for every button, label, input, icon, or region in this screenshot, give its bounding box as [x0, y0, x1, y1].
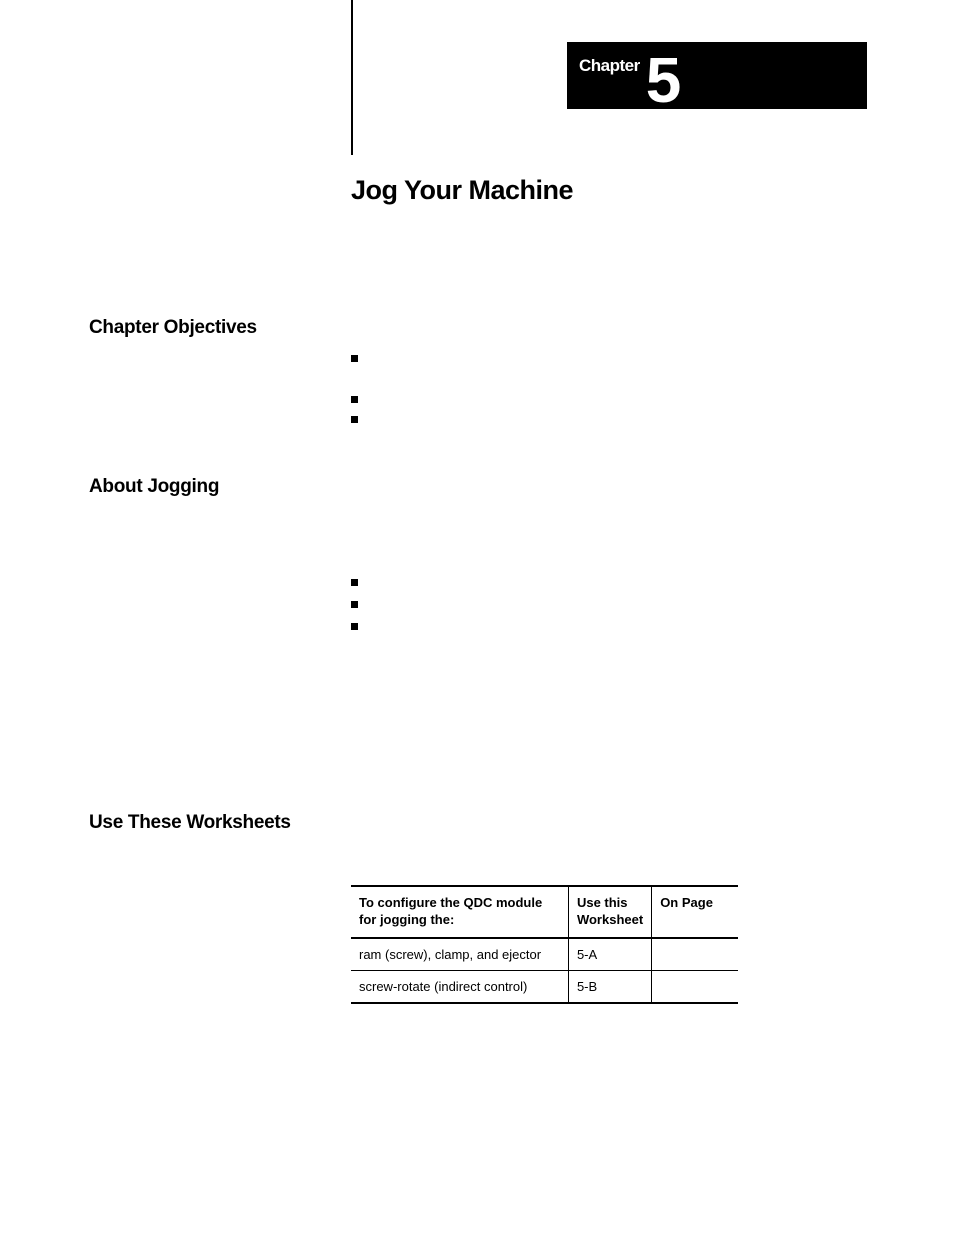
chapter-number: 5 — [646, 48, 682, 112]
table-header-worksheet: Use this Worksheet — [568, 886, 651, 938]
table-header-row: To configure the QDC module for jogging … — [351, 886, 738, 938]
bullet-icon — [351, 396, 358, 403]
table-cell-config: screw-rotate (indirect control) — [351, 970, 568, 1003]
section-heading-worksheets: Use These Worksheets — [89, 812, 291, 834]
vertical-divider — [351, 0, 353, 155]
table-cell-worksheet: 5-B — [568, 970, 651, 1003]
table-cell-worksheet: 5-A — [568, 938, 651, 971]
chapter-badge: Chapter 5 — [567, 42, 867, 109]
table-row: ram (screw), clamp, and ejector 5-A — [351, 938, 738, 971]
bullet-icon — [351, 579, 358, 586]
bullet-icon — [351, 355, 358, 362]
bullet-icon — [351, 623, 358, 630]
table-cell-config: ram (screw), clamp, and ejector — [351, 938, 568, 971]
table-header-page: On Page — [652, 886, 738, 938]
table-row: screw-rotate (indirect control) 5-B — [351, 970, 738, 1003]
section-heading-objectives: Chapter Objectives — [89, 317, 257, 339]
table-header-config: To configure the QDC module for jogging … — [351, 886, 568, 938]
table-cell-page — [652, 938, 738, 971]
page-title: Jog Your Machine — [351, 175, 573, 206]
table-cell-page — [652, 970, 738, 1003]
chapter-label: Chapter — [579, 56, 640, 76]
page-container: Chapter 5 Jog Your Machine Chapter Objec… — [0, 0, 954, 1235]
bullet-icon — [351, 601, 358, 608]
bullet-icon — [351, 416, 358, 423]
section-heading-about: About Jogging — [89, 476, 219, 498]
worksheet-table: To configure the QDC module for jogging … — [351, 885, 738, 1004]
